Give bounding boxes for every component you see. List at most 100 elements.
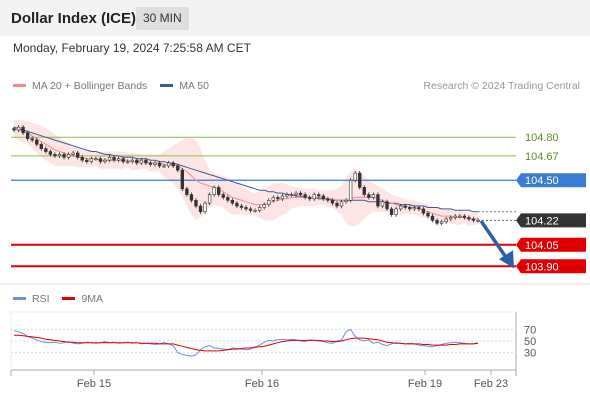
candle-body (453, 215, 457, 218)
candle-body (276, 197, 280, 200)
candle (194, 198, 198, 209)
candle (276, 195, 280, 202)
candle-body (139, 159, 144, 164)
candle-body (148, 162, 153, 165)
candle (130, 158, 134, 164)
candle (185, 186, 189, 197)
candle (103, 158, 107, 164)
candle (344, 198, 348, 204)
candle (403, 203, 407, 210)
candle-body (112, 156, 116, 161)
rsi-ma-swatch (62, 296, 76, 300)
candle-body (157, 162, 162, 167)
candle (430, 213, 435, 223)
candle-body (417, 207, 421, 210)
candle (76, 150, 80, 160)
candle-body (39, 144, 43, 149)
candle (16, 125, 21, 133)
candle (408, 205, 412, 212)
main-legend: MA 20 + Bollinger Bands MA 50 (13, 80, 219, 92)
candle-body (380, 201, 385, 207)
candle (389, 206, 394, 217)
candle-body (367, 194, 371, 198)
candle (399, 203, 403, 212)
timeframe-badge[interactable]: 30 MIN (136, 7, 189, 30)
x-tick-label: Feb 16 (245, 378, 279, 390)
level-label-resistance: 104.67 (525, 151, 559, 163)
candle-body (330, 200, 335, 204)
legend-ma20-label: MA 20 + Bollinger Bands (32, 80, 148, 92)
candle (12, 126, 16, 133)
candle (385, 199, 389, 212)
candle (98, 156, 103, 164)
candle-body (253, 210, 257, 212)
candle (312, 192, 316, 202)
candle (212, 185, 216, 197)
candle-body (317, 194, 321, 197)
candle-body (421, 208, 426, 214)
candle-body (185, 188, 189, 195)
candle-body (167, 162, 171, 167)
level-label-support: 103.90 (525, 261, 559, 273)
level-label-bg (516, 173, 586, 188)
candle-body (107, 156, 112, 161)
candle-body (44, 148, 48, 152)
candle-body (21, 126, 25, 134)
candle (426, 211, 430, 219)
candle-body (339, 201, 344, 207)
level-label-resistance: 104.80 (525, 132, 559, 144)
candle (217, 185, 221, 197)
candle (107, 155, 112, 163)
candle-body (376, 194, 380, 207)
candle (371, 192, 376, 200)
candle-body (16, 126, 21, 131)
candle-body (298, 192, 303, 195)
candle (198, 203, 203, 214)
candle-body (408, 207, 412, 210)
candle (253, 208, 257, 213)
candle (298, 190, 303, 197)
candle (335, 201, 339, 209)
candle-body (116, 158, 121, 161)
candle-body (48, 151, 53, 155)
ma20-swatch (13, 83, 26, 87)
candle-body (30, 138, 34, 141)
candle-body (226, 197, 230, 201)
candle (308, 195, 312, 202)
candle (394, 206, 398, 217)
instrument-title: Dollar Index (ICE) (11, 10, 137, 27)
candle-body (189, 194, 194, 201)
candle (257, 205, 262, 213)
candle-body (57, 154, 62, 157)
candle-body (321, 195, 325, 200)
level-label-bg (516, 213, 586, 228)
candle (380, 199, 385, 209)
legend-rsi-label: RSI (32, 293, 50, 305)
candle (303, 192, 307, 200)
candle-body (221, 194, 225, 198)
candle-body (426, 212, 430, 217)
candle-body (153, 162, 157, 165)
candle (330, 198, 335, 206)
candle (221, 192, 225, 200)
candle (435, 218, 439, 226)
candle (62, 152, 66, 160)
candle-body (271, 197, 275, 201)
candle-body (280, 195, 285, 200)
candle (362, 185, 366, 197)
candle-body (217, 187, 221, 195)
x-tick-label: Feb 23 (474, 378, 508, 390)
candle (203, 201, 207, 214)
candle-body (230, 200, 235, 204)
candle (139, 158, 144, 166)
level-label-last: 104.22 (525, 215, 559, 227)
chart-header: Dollar Index (ICE) 30 MIN (0, 0, 590, 36)
candle (21, 125, 25, 136)
candle-body (194, 200, 198, 207)
legend-ma50-label: MA 50 (179, 80, 209, 92)
candle (449, 215, 453, 222)
candle-body (162, 165, 166, 168)
ma50-swatch (160, 83, 174, 87)
candle (458, 213, 462, 219)
